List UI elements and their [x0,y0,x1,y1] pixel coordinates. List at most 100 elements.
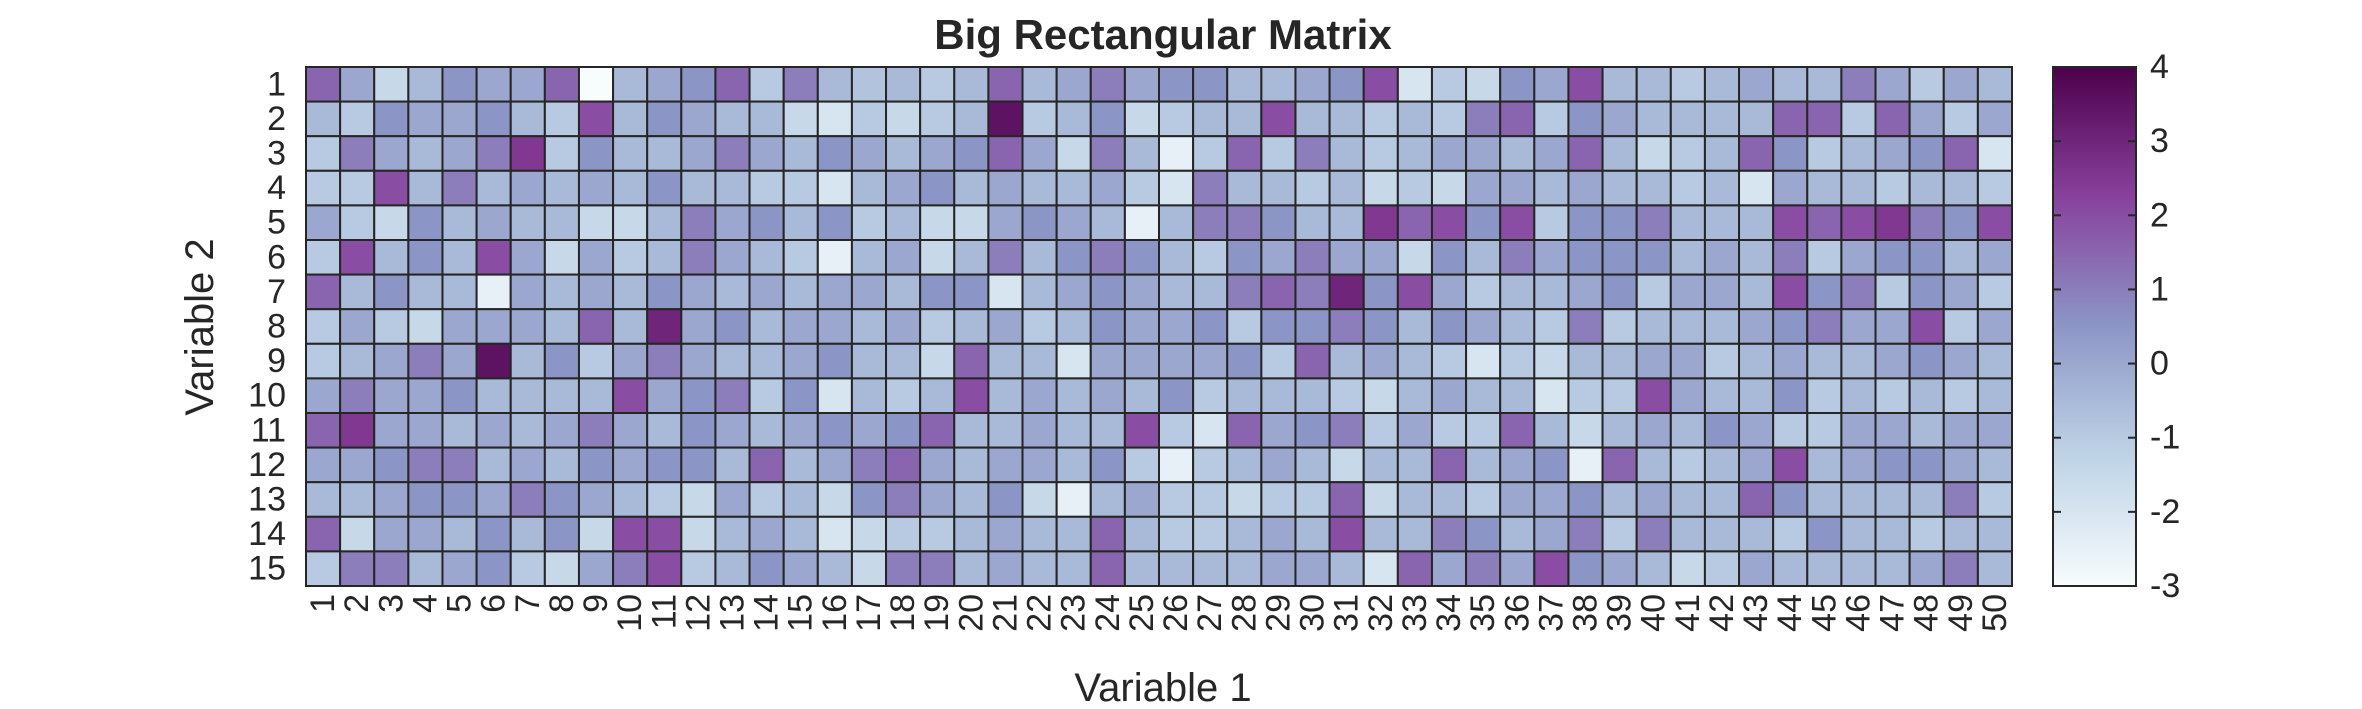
heatmap-cell [680,481,717,518]
heatmap-cell [1840,204,1877,241]
heatmap-cell [1669,446,1706,484]
heatmap-cell [816,100,853,138]
heatmap-cell [1430,135,1468,172]
heatmap-cell [1840,515,1877,553]
heatmap-cell [1089,273,1126,311]
heatmap-cell [441,377,478,414]
heatmap-cell [1294,204,1331,241]
heatmap-cell [646,100,683,138]
heatmap-cell [1328,377,1365,414]
heatmap-cell [919,550,956,588]
heatmap-cell [1465,412,1502,449]
heatmap-cell [305,342,342,380]
heatmap-cell [612,412,649,449]
heatmap-cell [577,550,615,588]
heatmap-cell [1089,308,1126,345]
heatmap-cell [1772,273,1809,311]
heatmap-cell [543,412,580,449]
heatmap-cell [1192,135,1229,172]
heatmap-cell [919,481,956,518]
heatmap-cell [1021,135,1058,172]
heatmap-cell [1874,273,1911,311]
x-tick-label: 1 [304,594,342,613]
heatmap-cell [612,481,649,518]
x-tick-labels: 1234567891011121314151617181920212223242… [304,594,2014,632]
heatmap-cell [1976,446,2014,484]
x-tick-label: 20 [952,594,990,632]
heatmap-cell [577,446,615,484]
heatmap-cell [850,169,888,207]
heatmap-cell [1294,100,1331,138]
heatmap-cell [1772,446,1809,484]
heatmap-cell [748,377,785,414]
heatmap-cell [543,481,580,518]
heatmap-cell [1294,342,1331,380]
heatmap-cell [987,377,1024,414]
heatmap-cell [1669,308,1706,345]
heatmap-cell [1908,169,1945,207]
heatmap-cell [475,273,512,311]
heatmap-cell [1738,273,1775,311]
heatmap-cell [1567,481,1604,518]
heatmap-cell [612,377,649,414]
x-tick-label: 25 [1123,594,1161,632]
heatmap-cell [1192,550,1229,588]
y-tick-label: 12 [248,446,286,484]
heatmap-cell [1021,550,1058,588]
heatmap-cell [305,550,342,588]
heatmap-cell [509,204,546,241]
heatmap-cell [1942,342,1979,380]
heatmap-cell [646,550,683,588]
heatmap-cell [1465,550,1502,588]
heatmap-cell [373,135,410,172]
heatmap-cell [816,204,853,241]
x-tick-label: 28 [1225,594,1263,632]
heatmap-cell [850,204,888,241]
heatmap-cell [1533,550,1570,588]
heatmap-cell [1874,66,1911,103]
heatmap-cell [407,204,444,241]
heatmap-cell [1123,169,1161,207]
heatmap-cell [782,342,819,380]
heatmap-cell [441,481,478,518]
x-tick-label: 35 [1464,594,1502,632]
heatmap-cell [1260,481,1297,518]
y-tick-label: 5 [267,204,286,242]
heatmap-cell [1703,342,1741,380]
heatmap-cell [407,100,444,138]
heatmap-cell [1430,239,1468,276]
heatmap-cell [1123,481,1161,518]
heatmap-cell [1430,169,1468,207]
heatmap-cell [816,66,853,103]
heatmap-cell [953,308,990,345]
heatmap-cell [1533,66,1570,103]
heatmap-cell [1294,135,1331,172]
heatmap-cell [1362,412,1399,449]
heatmap-cell [748,66,785,103]
heatmap-cell [407,412,444,449]
heatmap-cell [782,550,819,588]
heatmap-cell [1396,481,1433,518]
heatmap-cell [1396,66,1433,103]
heatmap-cell [1362,342,1399,380]
heatmap-cell [373,66,410,103]
colorbar-tick-label: 1 [2150,270,2169,308]
heatmap-cell [885,446,922,484]
heatmap-cell [1465,377,1502,414]
heatmap-cell [748,550,785,588]
heatmap-cell [1669,412,1706,449]
heatmap-cell [441,446,478,484]
heatmap-cell [305,308,342,345]
heatmap-cell [1976,66,2014,103]
heatmap-cell [1703,550,1741,588]
heatmap-cell [1055,550,1092,588]
x-tick-label: 29 [1259,594,1297,632]
heatmap-cell [1772,550,1809,588]
heatmap-cell [1669,481,1706,518]
heatmap-cell [1328,550,1365,588]
heatmap-cell [1362,550,1399,588]
heatmap-cell [1158,100,1195,138]
heatmap-cell [1123,204,1161,241]
heatmap-cell [1772,100,1809,138]
